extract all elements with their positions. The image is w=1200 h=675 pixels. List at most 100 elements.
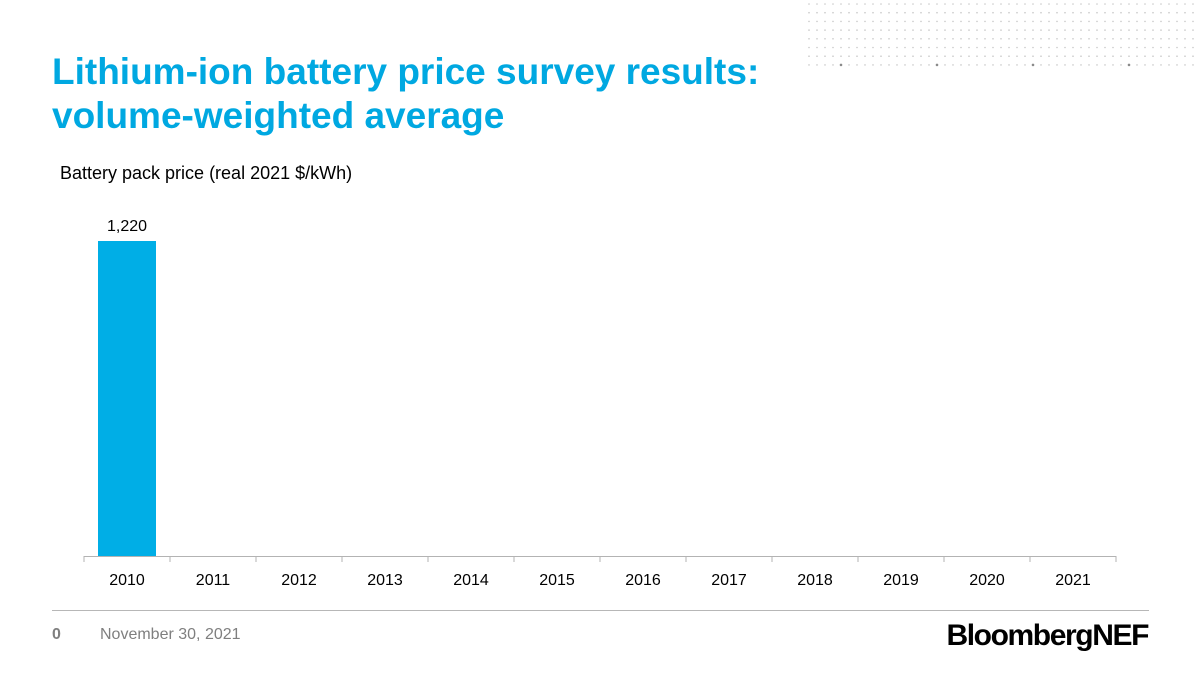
decorative-dot [888, 3, 890, 5]
decorative-dot [1168, 29, 1170, 31]
decorative-dot [1048, 55, 1050, 57]
decorative-dot [1176, 38, 1178, 40]
decorative-dot [1032, 38, 1034, 40]
decorative-dot [848, 55, 850, 57]
decorative-dot [912, 38, 914, 40]
decorative-dot [1000, 11, 1002, 14]
decorative-dot [824, 46, 826, 49]
decorative-dot [1176, 3, 1178, 5]
decorative-dot [976, 29, 978, 31]
decorative-dot [1120, 11, 1122, 14]
decorative-dot-grid [808, 3, 1194, 67]
decorative-dot [904, 55, 906, 57]
decorative-dot [1040, 3, 1042, 5]
decorative-dot [1064, 46, 1066, 49]
x-tick-label-2017: 2017 [711, 572, 747, 589]
decorative-dot [824, 55, 826, 57]
decorative-dot [864, 46, 866, 49]
decorative-dot [888, 55, 890, 57]
decorative-dot [1048, 29, 1050, 31]
x-tick-label-2012: 2012 [281, 572, 317, 589]
decorative-dot [848, 3, 850, 5]
decorative-dot [1048, 20, 1050, 23]
decorative-dot [976, 64, 978, 66]
decorative-dot [1000, 3, 1002, 5]
decorative-dot [1088, 29, 1090, 31]
decorative-dot [1008, 3, 1010, 5]
decorative-dot [816, 3, 818, 5]
decorative-dot [880, 46, 882, 49]
decorative-dot [920, 29, 922, 31]
decorative-dot [896, 46, 898, 49]
decorative-dot [816, 20, 818, 23]
decorative-dot [872, 3, 874, 5]
decorative-dot [1144, 38, 1146, 40]
bloombergnef-logo: BloombergNEF [946, 619, 1149, 652]
decorative-dot [840, 3, 842, 5]
decorative-dot [1104, 46, 1106, 49]
decorative-dot [824, 38, 826, 40]
decorative-dot [1184, 29, 1186, 31]
decorative-dot [1040, 38, 1042, 40]
decorative-dot [824, 20, 826, 23]
decorative-dot [1168, 20, 1170, 23]
decorative-dot [1072, 55, 1074, 57]
decorative-dot [1160, 64, 1162, 66]
decorative-dot [824, 3, 826, 5]
decorative-dot [848, 46, 850, 49]
bar-2010 [98, 241, 156, 556]
decorative-dot [896, 29, 898, 31]
decorative-dot [1048, 11, 1050, 14]
decorative-dot [1096, 20, 1098, 23]
decorative-dot [1048, 3, 1050, 5]
decorative-dot [1056, 55, 1058, 57]
decorative-dot [1024, 11, 1026, 14]
footer-divider [52, 610, 1149, 611]
decorative-dot [1192, 3, 1194, 5]
decorative-dot [880, 38, 882, 40]
decorative-dot [1112, 38, 1114, 40]
decorative-dot [944, 55, 946, 57]
decorative-dot [1096, 38, 1098, 40]
decorative-dot [1064, 55, 1066, 57]
decorative-dot [912, 20, 914, 23]
decorative-dot [896, 64, 898, 66]
title-line-1: Lithium-ion battery price survey results… [52, 51, 760, 92]
decorative-dot [1016, 3, 1018, 5]
decorative-dot [1136, 46, 1138, 49]
decorative-dot [896, 20, 898, 23]
decorative-dot [1024, 29, 1026, 31]
decorative-dot [1112, 3, 1114, 5]
decorative-dot [944, 11, 946, 14]
decorative-dot [1024, 46, 1026, 49]
decorative-dot [1168, 64, 1170, 66]
decorative-dot [1080, 46, 1082, 49]
y-axis-label: Battery pack price (real 2021 $/kWh) [60, 163, 352, 183]
decorative-dot [1088, 64, 1090, 66]
decorative-dot [1136, 11, 1138, 14]
decorative-dot [1128, 46, 1130, 49]
decorative-dot [856, 20, 858, 23]
decorative-dot [992, 64, 994, 66]
decorative-dot [1160, 3, 1162, 5]
decorative-dot [1176, 20, 1178, 23]
decorative-dot [1064, 29, 1066, 31]
decorative-dot [952, 64, 954, 66]
decorative-dot [1112, 29, 1114, 31]
decorative-dot [1184, 55, 1186, 57]
decorative-dot [896, 11, 898, 14]
decorative-dot [1168, 3, 1170, 5]
decorative-dot [952, 29, 954, 31]
decorative-dot [1144, 64, 1146, 66]
decorative-dot [832, 64, 834, 66]
decorative-dot [808, 46, 810, 49]
decorative-dot [1096, 55, 1098, 57]
decorative-dot [1056, 46, 1058, 49]
decorative-dot [904, 38, 906, 40]
decorative-dot [1008, 20, 1010, 23]
x-tick-label-2014: 2014 [453, 572, 489, 589]
decorative-dot [888, 29, 890, 31]
decorative-dot [936, 46, 938, 49]
decorative-dot [960, 20, 962, 23]
decorative-dot [992, 3, 994, 5]
